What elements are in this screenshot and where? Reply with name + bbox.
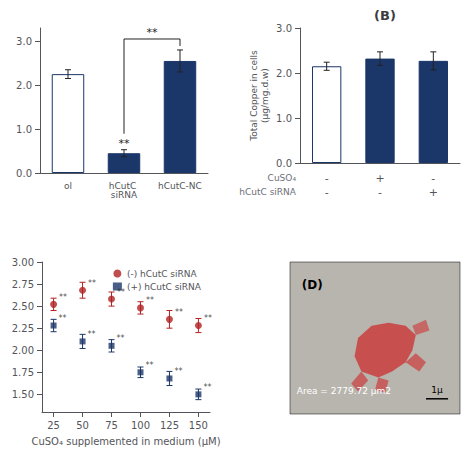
svg-text:-: - — [431, 172, 435, 185]
svg-text:1.75: 1.75 — [12, 367, 34, 378]
svg-text:siRNA: siRNA — [111, 190, 138, 200]
svg-text:(μg/mg.d.w): (μg/mg.d.w) — [260, 68, 270, 123]
svg-text:hCutC-NC: hCutC-NC — [158, 181, 202, 191]
svg-text:2.0: 2.0 — [276, 68, 292, 79]
svg-text:(D): (D) — [302, 278, 323, 292]
svg-text:1.50: 1.50 — [12, 389, 34, 400]
svg-text:hCutC: hCutC — [108, 180, 140, 191]
svg-text:**: ** — [59, 314, 67, 323]
svg-text:-: - — [325, 186, 329, 199]
svg-text:Area = 2779.72 μm2: Area = 2779.72 μm2 — [297, 386, 391, 396]
svg-text:CuSO₄: CuSO₄ — [268, 173, 297, 183]
svg-text:0.0: 0.0 — [16, 168, 32, 179]
svg-text:2.50: 2.50 — [12, 301, 34, 312]
svg-text:(-) hCutC siRNA: (-) hCutC siRNA — [127, 269, 198, 279]
svg-text:1.0: 1.0 — [16, 124, 32, 135]
svg-text:ol: ol — [64, 181, 72, 191]
svg-text:**: ** — [203, 383, 211, 392]
svg-text:3.00: 3.00 — [12, 257, 34, 268]
svg-text:3.0: 3.0 — [276, 23, 292, 34]
svg-text:CuSO₄ supplemented in medium (: CuSO₄ supplemented in medium (μM) — [31, 436, 220, 447]
svg-text:**: ** — [175, 308, 183, 317]
svg-text:125: 125 — [160, 420, 179, 431]
svg-text:-: - — [325, 172, 329, 185]
svg-text:**: ** — [88, 330, 96, 339]
svg-text:3.0: 3.0 — [16, 36, 32, 47]
svg-text:**: ** — [174, 367, 182, 376]
svg-text:50: 50 — [76, 420, 89, 431]
svg-text:**: ** — [146, 296, 154, 305]
svg-text:1.0: 1.0 — [276, 113, 292, 124]
svg-text:1μ: 1μ — [431, 385, 443, 395]
svg-text:+: + — [375, 172, 384, 185]
svg-text:**: ** — [145, 361, 153, 370]
svg-text:**: ** — [117, 288, 125, 297]
svg-text:0.0: 0.0 — [276, 158, 292, 169]
svg-text:25: 25 — [47, 420, 60, 431]
svg-text:**: ** — [117, 334, 125, 343]
svg-text:**: ** — [88, 279, 96, 288]
svg-text:Total Copper in cells: Total Copper in cells — [249, 50, 259, 142]
svg-text:2.0: 2.0 — [16, 80, 32, 91]
svg-text:**: ** — [204, 314, 212, 323]
svg-text:2.75: 2.75 — [12, 279, 34, 290]
svg-text:**: ** — [59, 293, 67, 302]
svg-text:2.00: 2.00 — [12, 345, 34, 356]
svg-text:(+) hCutC siRNA: (+) hCutC siRNA — [127, 282, 202, 292]
svg-text:-: - — [378, 186, 382, 199]
svg-text:**: ** — [147, 26, 159, 39]
svg-text:**: ** — [119, 137, 131, 150]
svg-text:hCutC siRNA: hCutC siRNA — [239, 187, 297, 197]
svg-text:(B): (B) — [374, 8, 396, 23]
svg-text:100: 100 — [131, 420, 150, 431]
svg-text:75: 75 — [105, 420, 118, 431]
svg-text:150: 150 — [189, 420, 208, 431]
svg-text:2.25: 2.25 — [12, 323, 34, 334]
svg-text:+: + — [429, 186, 438, 199]
